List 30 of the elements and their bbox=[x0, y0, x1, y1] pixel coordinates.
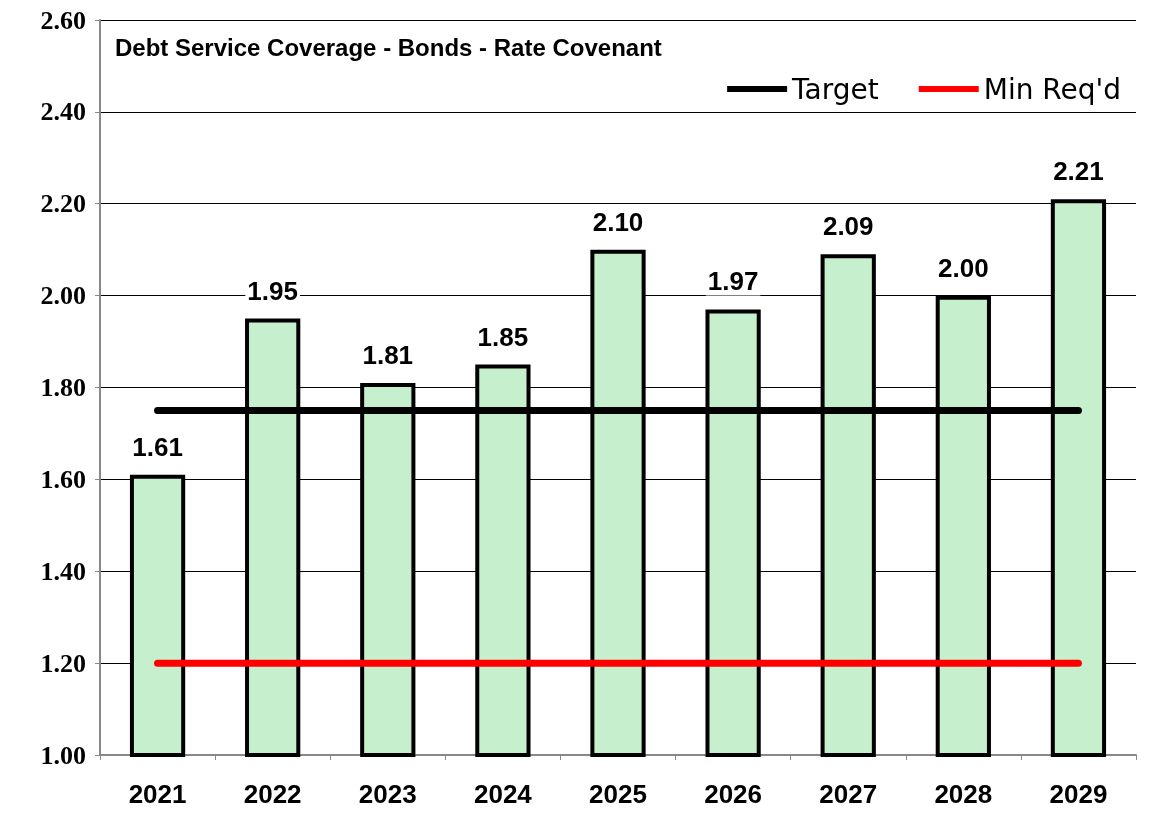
x-tick-label: 2022 bbox=[243, 779, 302, 809]
y-tick-label: 1.00 bbox=[40, 740, 86, 770]
y-tick-label: 2.40 bbox=[40, 97, 86, 127]
text: Debt Service Coverage - Bonds - Rate Covenant bbox=[115, 33, 662, 61]
x-tick-label: 2024 bbox=[473, 779, 533, 809]
y-tick-label: 2.60 bbox=[40, 5, 86, 35]
data-label: 2.21 bbox=[1053, 156, 1104, 187]
y-tick-label: 1.40 bbox=[40, 556, 86, 586]
data-label: 2.10 bbox=[592, 206, 644, 237]
y-tick-label: 1.20 bbox=[40, 648, 86, 678]
x-tick-label: 2026 bbox=[704, 779, 763, 809]
data-label: 2.09 bbox=[822, 211, 874, 242]
x-tick-label: 2021 bbox=[128, 779, 187, 809]
x-tick-label: 2025 bbox=[589, 779, 647, 809]
x-tick-label: 2023 bbox=[358, 779, 417, 809]
y-tick-label: 1.60 bbox=[40, 464, 86, 494]
y-tick-label: 1.80 bbox=[40, 373, 86, 402]
legend-label: Target bbox=[791, 72, 879, 106]
data-label: 1.95 bbox=[247, 275, 298, 306]
data-label: 1.61 bbox=[132, 431, 183, 462]
data-label: 2.00 bbox=[938, 252, 989, 283]
y-tick-label: 2.00 bbox=[40, 281, 86, 311]
x-tick-label: 2027 bbox=[819, 779, 878, 809]
legend-label: Min Req'd bbox=[983, 72, 1122, 106]
x-tick-label: 2028 bbox=[934, 779, 993, 809]
y-tick-label: 2.20 bbox=[40, 189, 86, 219]
data-label: 1.85 bbox=[477, 321, 529, 352]
data-label: 1.81 bbox=[362, 339, 414, 370]
data-label: 1.97 bbox=[707, 266, 759, 297]
x-tick-label: 2029 bbox=[1049, 779, 1108, 809]
